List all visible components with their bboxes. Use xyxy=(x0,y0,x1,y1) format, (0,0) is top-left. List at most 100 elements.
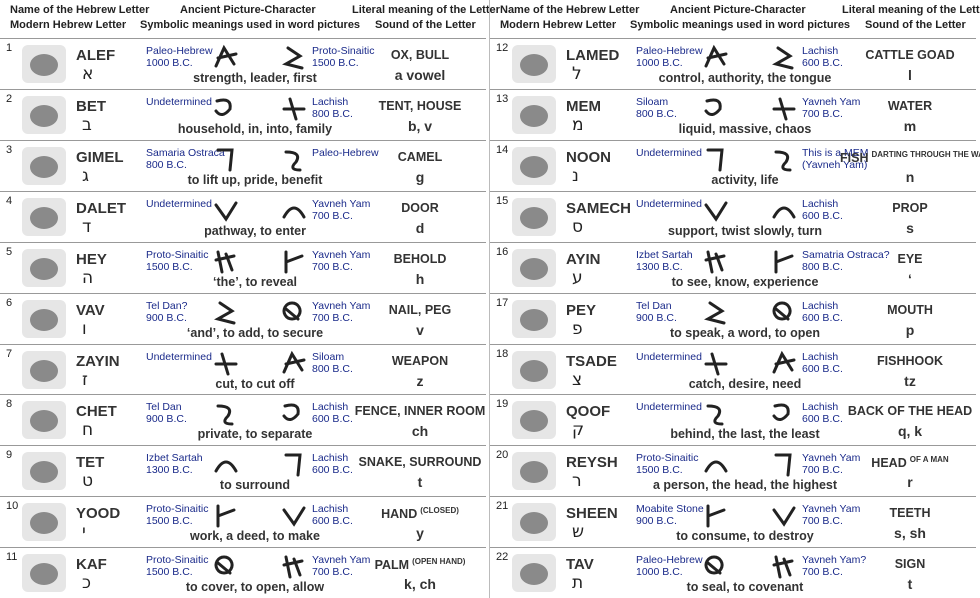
source-date: 700 B.C. xyxy=(802,107,843,120)
ancient-glyph xyxy=(774,453,792,477)
letter-name: HEY xyxy=(76,250,107,268)
letter-sound: p xyxy=(905,321,915,338)
ancient-glyph xyxy=(704,555,724,575)
letter-sound: tz xyxy=(904,372,916,389)
ancient-glyph xyxy=(706,404,724,426)
ancient-glyph xyxy=(704,460,728,473)
letter-picture xyxy=(22,350,66,389)
letter-row: 21 SHEEN ש Moabite Stone 900 B.C. Yavneh Yam 7… xyxy=(490,496,976,547)
hebrew-letter: ז xyxy=(82,369,88,390)
row-number: 13 xyxy=(496,92,509,105)
ancient-glyph xyxy=(282,97,306,121)
literal-meaning: WATER xyxy=(840,99,980,113)
source-name: Undetermined xyxy=(636,350,702,363)
literal-meaning: FISHHOOK xyxy=(840,354,980,368)
symbolic-meaning: to seal, to covenant xyxy=(686,580,804,595)
source-date: 600 B.C. xyxy=(802,311,843,324)
source: Tel Dan? 900 B.C. xyxy=(146,300,187,324)
source-name: Lachish xyxy=(312,401,349,414)
ancient-glyph xyxy=(214,250,236,274)
letter-name: ZAYIN xyxy=(76,352,120,370)
symbolic-meaning: activity, life xyxy=(711,172,779,187)
symbolic-meaning: to speak, a word, to open xyxy=(669,325,821,340)
literal-text: PROP xyxy=(892,200,928,215)
literal-text: FISH xyxy=(840,150,869,165)
source-date: 800 B.C. xyxy=(636,107,677,120)
source-name: Yavneh Yam xyxy=(802,95,861,108)
symbolic-meaning: work, a deed, to make xyxy=(190,529,320,544)
letter-name: GIMEL xyxy=(76,148,124,166)
letter-sound: v xyxy=(416,321,424,338)
source: Undetermined xyxy=(636,147,702,159)
ancient-glyph xyxy=(282,555,304,579)
literal-meaning: CAMEL xyxy=(350,150,490,164)
literal-note: DARTING THROUGH THE WATER xyxy=(871,149,980,159)
hebrew-letter: ל xyxy=(572,64,582,84)
ancient-glyph xyxy=(282,301,302,320)
ancient-glyph xyxy=(772,403,790,422)
literal-text: MOUTH xyxy=(887,302,933,317)
column-header: Ancient Picture-Character xyxy=(670,4,806,16)
literal-meaning: TENT, HOUSE xyxy=(350,99,490,113)
source-date: 1300 B.C. xyxy=(636,260,683,273)
letter-sound: q, k xyxy=(897,423,923,440)
literal-text: CAMEL xyxy=(397,149,443,164)
source: Paleo-Hebrew 1000 B.C. xyxy=(636,45,703,69)
source-name: Proto-Sinaitic xyxy=(636,452,699,465)
ancient-glyph xyxy=(704,352,728,375)
source: Proto-Sinaitic 1500 B.C. xyxy=(312,45,374,69)
source-date: 1500 B.C. xyxy=(636,464,683,477)
source-name: Siloam xyxy=(636,95,669,108)
source: Proto-Sinaitic 1500 B.C. xyxy=(146,554,208,578)
hebrew-letter: נ xyxy=(572,165,579,186)
literal-meaning: EYE xyxy=(840,252,980,266)
row-number: 18 xyxy=(496,347,509,360)
literal-note: OF A MAN xyxy=(909,455,949,465)
letter-picture xyxy=(512,503,556,542)
column-header: Sound of the Letter xyxy=(375,19,476,31)
source-name: Undetermined xyxy=(146,197,212,210)
source: Paleo-Hebrew 1000 B.C. xyxy=(636,554,703,578)
literal-meaning: PROP xyxy=(840,201,980,215)
letter-picture xyxy=(512,95,556,134)
source-name: Yavneh Yam xyxy=(312,248,371,261)
source: Lachish 600 B.C. xyxy=(802,351,843,375)
column-header: Symbolic meanings used in word pictures xyxy=(630,19,851,31)
column-header: Name of the Hebrew Letter xyxy=(500,4,640,16)
source-name: Lachish xyxy=(802,401,839,414)
literal-meaning: DOOR xyxy=(350,201,490,215)
literal-note: (OPEN HAND) xyxy=(412,557,466,567)
hebrew-letter: ג xyxy=(82,165,90,186)
literal-text: WATER xyxy=(887,98,933,113)
letter-picture xyxy=(512,299,556,338)
source-name: This is a MEM xyxy=(802,146,869,159)
left-panel: Name of the Hebrew Letter Modern Hebrew L… xyxy=(0,4,500,594)
column-header: Literal meaning of the Letter xyxy=(842,4,980,16)
source-name: Undetermined xyxy=(636,146,702,159)
row-number: 22 xyxy=(496,551,509,564)
row-number: 3 xyxy=(6,143,13,156)
literal-text: DOOR xyxy=(401,200,439,215)
source-date: 700 B.C. xyxy=(312,311,353,324)
literal-meaning: MOUTH xyxy=(840,303,980,317)
ancient-glyph xyxy=(282,206,306,219)
source-date: (Yavneh Yam) xyxy=(802,158,868,171)
ancient-glyph xyxy=(214,98,232,116)
literal-meaning: BACK OF THE HEAD xyxy=(840,404,980,418)
literal-text: SNAKE, SURROUND xyxy=(358,455,482,470)
source-name: Tel Dan xyxy=(146,401,182,414)
hebrew-letter: ח xyxy=(82,420,94,441)
source-name: Paleo-Hebrew xyxy=(636,554,703,567)
source: Paleo-Hebrew xyxy=(312,147,379,159)
literal-meaning: FENCE, INNER ROOM xyxy=(350,404,490,418)
hebrew-letter: ק xyxy=(572,420,585,441)
source-date: 1000 B.C. xyxy=(146,57,193,69)
letter-picture xyxy=(512,401,556,440)
ancient-glyph xyxy=(284,250,304,274)
source: Yavneh Yam 700 B.C. xyxy=(802,96,860,120)
letter-picture xyxy=(512,452,556,491)
source-name: Yavneh Yam xyxy=(312,554,371,567)
symbolic-meaning: household, in, into, family xyxy=(177,121,333,136)
row-number: 20 xyxy=(496,449,509,462)
column-header: Symbolic meanings used in word pictures xyxy=(140,19,361,31)
